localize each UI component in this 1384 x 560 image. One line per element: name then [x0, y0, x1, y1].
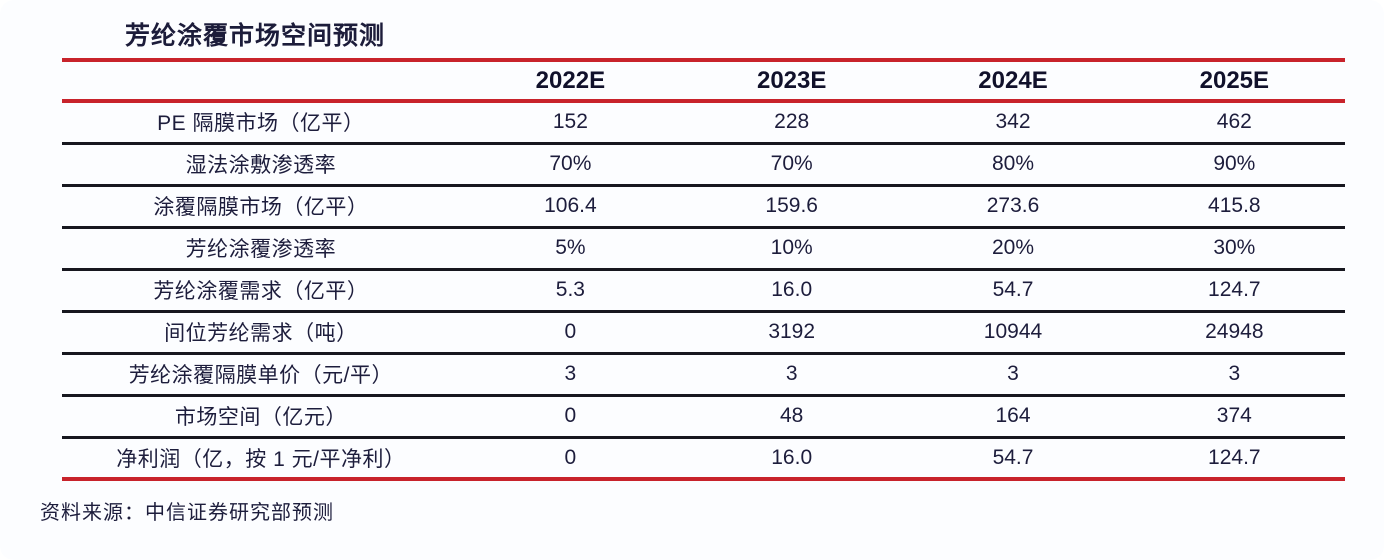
row-label: 间位芳纶需求（吨）: [164, 322, 358, 345]
cell-value: 152: [552, 110, 588, 134]
cell-value: 0: [564, 320, 577, 343]
cell-value: 5.3: [555, 278, 585, 301]
cell-value: 3: [785, 362, 798, 385]
cell-value: 48: [780, 404, 804, 427]
cell-value: 0: [564, 445, 577, 469]
row-label: 净利润（亿，按 1 元/平净利）: [116, 447, 406, 471]
cell-value: 70%: [549, 152, 592, 175]
cell-value: 3: [1007, 362, 1019, 385]
cell-value: 228: [774, 110, 810, 134]
row-label: 市场空间（亿元）: [174, 406, 347, 429]
table-header: 2022E 2023E 2024E 2025E: [62, 60, 1345, 101]
cell-value: 10%: [770, 236, 813, 259]
table-row: 涂覆隔膜市场（亿平） 106.4 159.6 273.6 415.8: [62, 185, 1345, 227]
table-body: PE 隔膜市场（亿平） 152 228 342 462 湿法涂敷渗透率 70% 70% 80% 9…: [62, 101, 1345, 479]
cell-value: 462: [1216, 110, 1252, 134]
row-label: 芳纶涂覆隔膜单价（元/平）: [128, 364, 394, 387]
row-label: 芳纶涂覆渗透率: [185, 238, 337, 261]
row-label: PE 隔膜市场（亿平）: [157, 112, 365, 136]
cell-value: 3: [1228, 362, 1241, 385]
cell-value: 80%: [991, 152, 1035, 175]
cell-value: 106.4: [544, 194, 597, 217]
table-row: 市场空间（亿元） 0 48 164 374: [62, 395, 1345, 437]
cell-value: 24948: [1205, 320, 1264, 343]
cell-value: 70%: [770, 152, 813, 175]
year-header: 2022E: [535, 66, 606, 94]
year-header: 2023E: [756, 66, 827, 94]
forecast-table: 2022E 2023E 2024E 2025E PE 隔膜市场（亿平） 152 228 34…: [62, 58, 1345, 481]
year-header: 2025E: [1199, 66, 1270, 94]
cell-value: 5%: [555, 236, 586, 259]
header-row: 2022E 2023E 2024E 2025E: [62, 60, 1345, 101]
table-row: 芳纶涂覆隔膜单价（元/平） 3 3 3 3: [62, 353, 1345, 395]
cell-value: 20%: [991, 236, 1035, 259]
source-note: 资料来源：中信证券研究部预测: [40, 502, 334, 524]
blank-header-cell: [62, 60, 460, 101]
cell-value: 0: [564, 404, 577, 427]
cell-value: 124.7: [1208, 278, 1261, 301]
cell-value: 273.6: [986, 194, 1040, 217]
cell-value: 124.7: [1208, 445, 1261, 469]
cell-value: 374: [1216, 404, 1252, 427]
table-row: PE 隔膜市场（亿平） 152 228 342 462: [62, 101, 1345, 143]
table-row: 芳纶涂覆渗透率 5% 10% 20% 30%: [62, 227, 1345, 269]
cell-value: 16.0: [771, 278, 813, 301]
cell-value: 3192: [768, 320, 816, 343]
row-label: 湿法涂敷渗透率: [185, 154, 337, 177]
cell-value: 164: [995, 404, 1031, 427]
cell-value: 90%: [1213, 152, 1256, 175]
table-row: 净利润（亿，按 1 元/平净利） 0 16.0 54.7 124.7: [62, 437, 1345, 479]
cell-value: 342: [995, 110, 1031, 134]
cell-value: 30%: [1213, 236, 1256, 259]
cell-value: 16.0: [771, 445, 813, 469]
cell-value: 54.7: [992, 278, 1034, 301]
table-title: 芳纶涂覆市场空间预测: [125, 22, 386, 50]
cell-value: 10944: [983, 320, 1043, 343]
year-header: 2024E: [978, 66, 1048, 94]
row-label: 涂覆隔膜市场（亿平）: [153, 196, 369, 219]
cell-value: 415.8: [1208, 194, 1261, 217]
table-row: 间位芳纶需求（吨） 0 3192 10944 24948: [62, 311, 1345, 353]
cell-value: 54.7: [992, 445, 1034, 469]
cell-value: 159.6: [765, 194, 818, 217]
table-row: 湿法涂敷渗透率 70% 70% 80% 90%: [62, 143, 1345, 185]
cell-value: 3: [564, 362, 577, 385]
table-row: 芳纶涂覆需求（亿平） 5.3 16.0 54.7 124.7: [62, 269, 1345, 311]
row-label: 芳纶涂覆需求（亿平）: [153, 280, 369, 303]
